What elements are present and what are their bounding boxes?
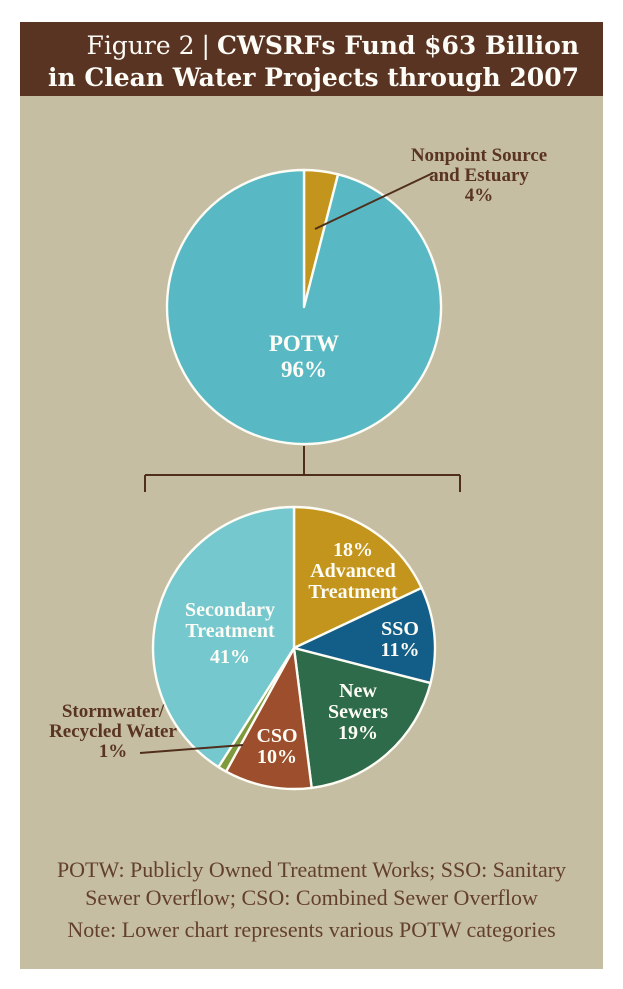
sso-label-line1: SSO	[381, 618, 419, 640]
footnote-abbreviations-line1: POTW: Publicly Owned Treatment Works; SS…	[56, 857, 567, 882]
cso-label: CSO 10%	[217, 726, 337, 768]
cso-label-pct: 10%	[257, 746, 297, 768]
pie-slice-potw	[165, 168, 443, 446]
new-sewers-label: New Sewers 19%	[298, 681, 418, 744]
figure-title-part1: CWSRFs Fund $63 Billion	[216, 31, 579, 60]
nonpoint-callout-line1: Nonpoint Source	[410, 145, 548, 166]
footnote-note: Note: Lower chart represents various POT…	[67, 917, 556, 942]
secondary-treatment-line2: Treatment	[185, 620, 275, 642]
secondary-treatment-line1: Secondary	[185, 599, 275, 621]
new-sewers-pct: 19%	[338, 722, 378, 744]
advanced-treatment-pct: 18%	[333, 539, 373, 561]
advanced-treatment-line2: Advanced	[310, 560, 396, 582]
figure-title-line1: Figure 2 | CWSRFs Fund $63 Billion	[20, 30, 579, 62]
potw-bracket-connector	[144, 446, 461, 492]
secondary-treatment-label: Secondary Treatment 41%	[150, 600, 310, 668]
new-sewers-line2: Sewers	[328, 701, 388, 723]
potw-label-line1: POTW	[268, 331, 340, 356]
sso-label-pct: 11%	[380, 639, 420, 661]
nonpoint-leader-line	[314, 172, 434, 230]
figure-title-part2: in Clean Water Projects through 2007	[47, 63, 579, 92]
nonpoint-callout-line2: and Estuary	[429, 165, 529, 186]
bottom-pie-potw-categories	[151, 505, 437, 791]
cso-label-line1: CSO	[256, 725, 298, 747]
stormwater-callout-line2: Recycled Water	[49, 721, 177, 742]
potw-label-line2: 96%	[281, 357, 327, 382]
footnote-abbreviations-line2: Sewer Overflow; CSO: Combined Sewer Over…	[85, 885, 538, 910]
nonpoint-callout-label: Nonpoint Source and Estuary 4%	[379, 146, 579, 206]
potw-center-label: POTW 96%	[224, 331, 384, 383]
pie-slice-cso	[224, 646, 313, 791]
stormwater-leader-line	[139, 744, 244, 754]
stormwater-callout-pct: 1%	[98, 741, 128, 762]
figure-header-bar: Figure 2 | CWSRFs Fund $63 Billion in Clea…	[20, 22, 603, 96]
advanced-treatment-label: 18% Advanced Treatment	[273, 540, 433, 603]
advanced-treatment-line3: Treatment	[308, 581, 398, 603]
stormwater-callout-label: Stormwater/ Recycled Water 1%	[33, 702, 193, 762]
chart-panel: Nonpoint Source and Estuary 4% POTW 96% …	[20, 96, 603, 969]
top-pie-funding-by-recipient	[165, 168, 443, 446]
pie-slice-advanced-treatment	[292, 505, 423, 650]
secondary-treatment-pct: 41%	[210, 646, 250, 668]
pie-slice-new-sewers	[292, 646, 432, 790]
stormwater-callout-line1: Stormwater/	[61, 701, 165, 722]
sso-label: SSO 11%	[340, 619, 460, 661]
pie-slice-secondary-treatment	[151, 505, 296, 769]
pie-slice-sso	[292, 586, 437, 685]
footnotes: POTW: Publicly Owned Treatment Works; SS…	[20, 856, 603, 944]
new-sewers-line1: New	[339, 680, 377, 702]
figure-number-label: Figure 2	[86, 31, 195, 60]
pie-charts-canvas	[139, 168, 461, 791]
nonpoint-callout-line3: 4%	[464, 185, 494, 206]
title-divider: |	[201, 31, 210, 60]
